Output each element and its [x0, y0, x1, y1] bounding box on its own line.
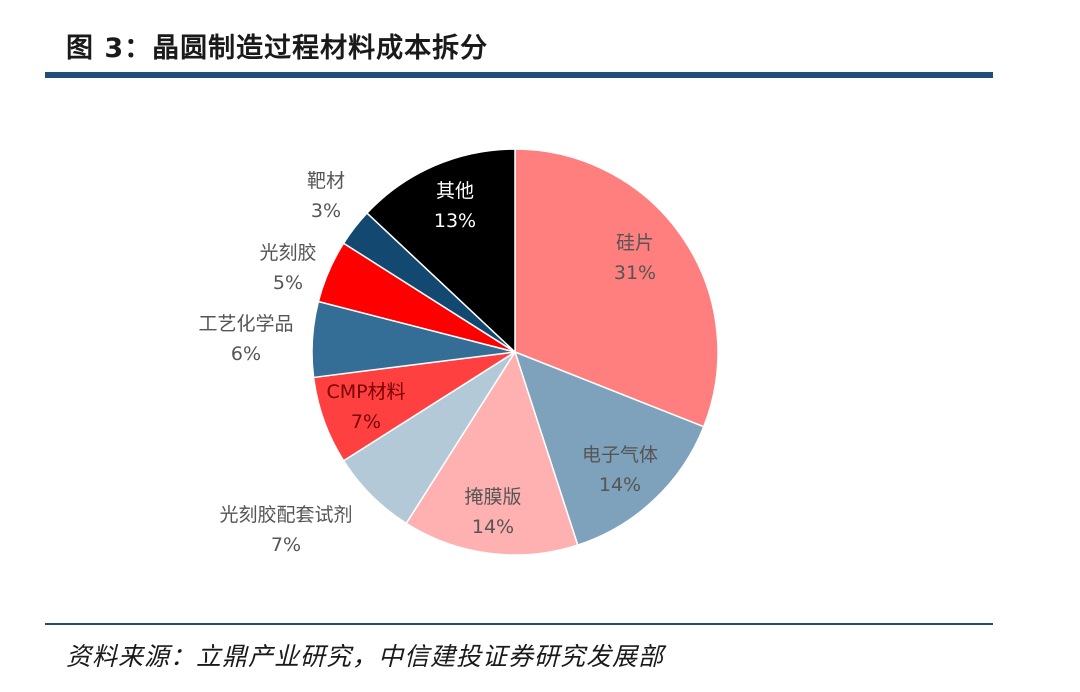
source-note: 资料来源：立鼎产业研究，中信建投证券研究发展部: [66, 642, 665, 671]
pie-label-value-6: 5%: [273, 272, 303, 294]
pie-label-name-5: 工艺化学品: [198, 313, 293, 335]
pie-label-name-7: 靶材: [307, 170, 345, 192]
pie-label-value-3: 7%: [271, 534, 301, 556]
pie-slice-8: [365, 148, 516, 354]
pie-label-value-8: 13%: [434, 210, 476, 232]
pie-label-value-4: 7%: [351, 411, 381, 433]
pie-label-value-5: 6%: [231, 343, 261, 365]
pie-label-name-6: 光刻胶: [259, 242, 316, 264]
figure-title: 图 3：晶圆制造过程材料成本拆分: [66, 33, 489, 64]
pie-label-value-0: 31%: [614, 262, 656, 284]
pie-label-name-1: 电子气体: [582, 444, 658, 466]
pie-label-name-4: CMP材料: [326, 381, 405, 403]
footer-rule: [45, 623, 993, 625]
title-rule: [45, 72, 993, 78]
pie-label-name-3: 光刻胶配套试剂: [219, 504, 352, 526]
pie-label-name-0: 硅片: [616, 232, 654, 254]
pie-label-name-8: 其他: [436, 180, 474, 202]
pie-label-name-2: 掩膜版: [464, 486, 521, 508]
pie-slice-0: [514, 148, 719, 428]
pie-label-value-7: 3%: [311, 200, 341, 222]
pie-slice-2: [405, 350, 579, 556]
pie-label-value-2: 14%: [472, 516, 514, 538]
pie-label-value-1: 14%: [599, 474, 641, 496]
